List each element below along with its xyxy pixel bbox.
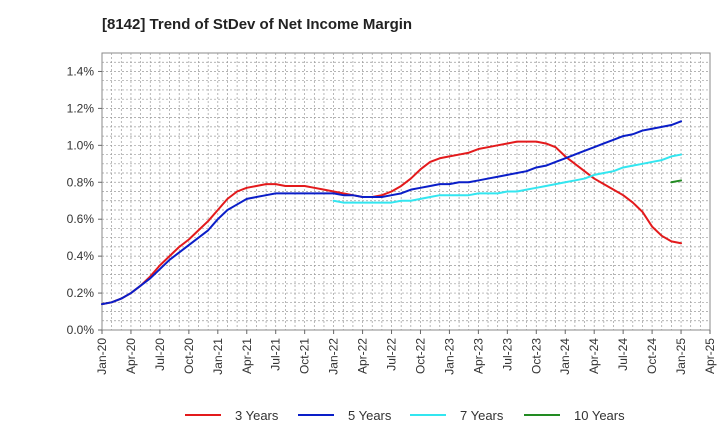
series-layer [101, 120, 683, 306]
x-tick-label: Apr-22 [356, 338, 370, 374]
x-tick-label: Jul-22 [385, 338, 399, 371]
x-tick-label: Oct-24 [645, 338, 659, 374]
legend: 3 Years 5 Years 7 Years 10 Years [0, 404, 720, 426]
y-tick-label: 0.4% [67, 249, 95, 263]
y-tick-label: 1.0% [67, 138, 95, 152]
x-tick-label: Jan-22 [327, 338, 341, 375]
series-line-2 [332, 153, 683, 204]
legend-swatch [298, 414, 334, 416]
legend-item-0: 3 Years [185, 404, 278, 426]
x-tick-label: Jan-20 [95, 338, 109, 375]
legend-swatch [410, 414, 446, 416]
x-tick-label: Jul-23 [500, 338, 514, 371]
series-line-3 [670, 179, 683, 184]
x-tick-label: Oct-20 [182, 338, 196, 374]
legend-swatch [524, 414, 560, 416]
x-tick-label: Apr-25 [703, 338, 717, 374]
x-tick-label: Oct-21 [298, 338, 312, 374]
legend-label: 7 Years [460, 407, 504, 423]
legend-label: 3 Years [235, 407, 279, 423]
x-tick-label: Oct-23 [529, 338, 543, 374]
series-line-0 [101, 140, 683, 306]
legend-label: 10 Years [574, 407, 625, 423]
legend-swatch [185, 414, 221, 416]
x-tick-label: Jul-24 [616, 338, 630, 371]
x-tick-label: Oct-22 [413, 338, 427, 374]
y-tick-label: 0.6% [67, 212, 95, 226]
x-tick-label: Jan-23 [442, 338, 456, 375]
x-tick-label: Jan-25 [674, 338, 688, 375]
x-tick-label: Jan-24 [558, 338, 572, 375]
y-tick-label: 0.0% [67, 323, 95, 337]
legend-item-3: 10 Years [524, 404, 625, 426]
axis-layer: 0.0% 0.2% 0.4% 0.6% 0.8% 1.0% 1.2% 1.4% Jan-20 Ap… [67, 64, 717, 374]
x-tick-label: Jul-21 [269, 338, 283, 371]
x-tick-label: Apr-20 [124, 338, 138, 374]
legend-label: 5 Years [348, 407, 392, 423]
y-tick-label: 1.2% [67, 101, 95, 115]
y-tick-label: 0.2% [67, 286, 95, 300]
series-line-1 [101, 120, 683, 306]
chart-title: [8142] Trend of StDev of Net Income Marg… [102, 16, 413, 33]
x-tick-label: Apr-23 [471, 338, 485, 374]
x-tick-label: Apr-21 [240, 338, 254, 374]
legend-item-1: 5 Years [298, 404, 391, 426]
x-tick-label: Apr-24 [587, 338, 601, 374]
x-tick-label: Jul-20 [153, 338, 167, 371]
y-tick-label: 0.8% [67, 175, 95, 189]
legend-item-2: 7 Years [410, 404, 503, 426]
y-tick-label: 1.4% [67, 64, 95, 78]
x-tick-label: Jan-21 [211, 338, 225, 375]
